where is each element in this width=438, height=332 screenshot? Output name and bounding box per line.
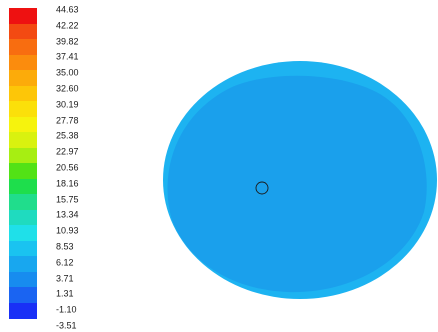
colorbar-tick-label: 35.00 (56, 67, 79, 78)
colorbar-tick-label: 1.31 (56, 288, 74, 299)
contour-disc-fill (167, 75, 427, 293)
colorbar-swatch (9, 271, 37, 288)
colorbar-swatch (9, 256, 37, 272)
colorbar-swatch (9, 116, 37, 133)
colorbar-swatch (9, 70, 37, 86)
colorbar-swatch (9, 225, 37, 241)
colorbar-tick-label: 22.97 (56, 146, 79, 157)
probe-point-marker (255, 181, 269, 195)
colorbar-swatch (9, 147, 37, 164)
colorbar-swatch (9, 240, 37, 257)
colorbar-tick-label: 8.53 (56, 241, 74, 252)
colorbar-tick-label: 3.71 (56, 273, 74, 284)
colorbar-swatch (9, 287, 37, 303)
colorbar-swatch (9, 101, 37, 117)
colorbar-swatch (9, 209, 37, 226)
colorbar-swatch (9, 8, 37, 24)
colorbar-tick-label: 30.19 (56, 99, 79, 110)
colorbar-swatch (9, 39, 37, 55)
colorbar-tick-label: 6.12 (56, 257, 74, 268)
colorbar-tick-label: 13.34 (56, 209, 79, 220)
colorbar-swatch (9, 194, 37, 210)
colorbar-tick-label: 25.38 (56, 130, 79, 141)
colorbar-swatch (9, 23, 37, 40)
colorbar-tick-label: 20.56 (56, 162, 79, 173)
colorbar-swatch (9, 54, 37, 71)
colorbar-tick-label: 37.41 (56, 51, 79, 62)
colorbar-tick-label: 27.78 (56, 115, 79, 126)
colorbar-tick-label: 42.22 (56, 20, 79, 31)
colorbar-tick-label: 39.82 (56, 36, 79, 47)
colorbar-tick-label: 44.63 (56, 4, 79, 15)
colorbar-tick-label: -1.10 (56, 304, 77, 315)
colorbar-tick-label: 15.75 (56, 194, 79, 205)
colorbar-tick-label: 18.16 (56, 178, 79, 189)
colorbar-swatch (9, 85, 37, 102)
colorbar-legend: 44.63 42.22 39.82 37.41 35.00 32.60 30.19 27.78… (0, 0, 80, 331)
colorbar-swatch (9, 163, 37, 179)
colorbar-tick-label: 32.60 (56, 83, 79, 94)
colorbar-swatch (9, 178, 37, 195)
colorbar-tick-label: 10.93 (56, 225, 79, 236)
colorbar-swatch (9, 302, 37, 319)
colorbar-swatch (9, 132, 37, 148)
colorbar-tick-label: -3.51 (56, 320, 77, 331)
